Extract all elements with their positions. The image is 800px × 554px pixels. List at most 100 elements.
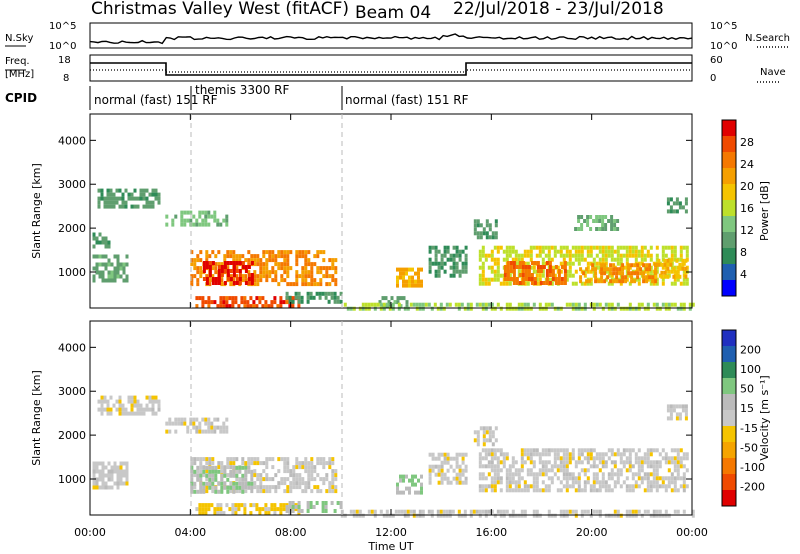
data-cell <box>606 275 610 280</box>
data-cell <box>205 274 209 279</box>
data-cell <box>292 485 296 490</box>
data-cell <box>634 484 638 489</box>
data-cell <box>609 279 613 284</box>
data-cell <box>265 485 269 490</box>
data-cell <box>198 511 202 516</box>
data-cell <box>234 511 238 516</box>
data-cell <box>655 448 659 453</box>
data-cell <box>378 300 382 305</box>
data-cell <box>328 489 332 494</box>
data-cell <box>538 488 542 493</box>
data-cell <box>280 278 284 283</box>
data-cell <box>324 505 328 509</box>
data-cell <box>442 509 446 514</box>
data-cell <box>556 452 560 457</box>
data-cell <box>325 489 329 494</box>
data-cell <box>411 478 414 483</box>
data-cell <box>619 468 623 473</box>
data-cell <box>205 473 209 478</box>
data-cell <box>658 273 662 278</box>
data-cell <box>259 274 263 279</box>
data-cell <box>574 509 578 514</box>
data-cell <box>685 249 689 254</box>
data-cell <box>610 249 614 254</box>
data-cell <box>301 282 305 287</box>
data-cell <box>437 456 441 461</box>
data-cell <box>574 245 578 250</box>
data-cell <box>580 257 584 262</box>
data-cell <box>490 452 494 457</box>
data-cell <box>223 254 227 259</box>
colorbar-tick-label: -15 <box>740 422 758 435</box>
data-cell <box>577 257 581 262</box>
data-cell <box>613 513 617 518</box>
data-cell <box>654 279 658 284</box>
data-cell <box>157 403 161 408</box>
data-cell <box>235 485 239 490</box>
data-cell <box>165 429 169 434</box>
data-cell <box>458 476 462 481</box>
data-cell <box>306 505 310 509</box>
data-cell <box>588 279 592 284</box>
data-cell <box>309 291 313 296</box>
data-cell <box>358 513 362 518</box>
data-cell <box>619 306 623 311</box>
data-cell <box>684 412 688 417</box>
data-cell <box>421 302 425 307</box>
data-cell <box>673 484 677 489</box>
y-tick-label: 2000 <box>58 222 86 235</box>
data-cell <box>424 302 428 307</box>
data-cell <box>655 302 659 307</box>
data-cell <box>199 270 203 275</box>
data-cell <box>207 417 211 422</box>
data-cell <box>313 282 317 287</box>
data-cell <box>288 299 292 304</box>
data-cell <box>243 300 247 305</box>
data-cell <box>196 477 200 482</box>
data-cell <box>506 265 510 269</box>
data-cell <box>523 513 527 518</box>
data-cell <box>431 261 435 266</box>
data-cell <box>310 461 314 466</box>
data-cell <box>339 501 343 505</box>
data-cell <box>618 271 622 276</box>
data-cell <box>634 513 638 518</box>
data-cell <box>688 306 692 311</box>
data-cell <box>628 281 632 286</box>
data-cell <box>523 484 527 489</box>
data-cell <box>304 469 308 474</box>
data-cell <box>112 403 116 408</box>
data-cell <box>262 485 266 490</box>
data-cell <box>514 484 518 489</box>
data-cell <box>109 196 113 201</box>
data-cell <box>246 304 250 309</box>
data-cell <box>283 262 287 267</box>
data-cell <box>607 253 611 258</box>
data-cell <box>604 464 608 469</box>
data-cell <box>463 509 467 514</box>
data-cell <box>286 274 290 279</box>
data-cell <box>634 277 638 282</box>
data-cell <box>331 477 335 482</box>
data-cell <box>545 261 549 265</box>
data-cell <box>283 465 287 470</box>
data-cell <box>304 481 308 486</box>
data-cell <box>661 484 665 489</box>
data-cell <box>634 452 638 457</box>
data-cell <box>196 278 200 283</box>
data-cell <box>523 253 527 258</box>
data-cell <box>271 477 275 482</box>
data-cell <box>301 489 305 494</box>
data-cell <box>610 448 614 453</box>
data-cell <box>198 503 202 508</box>
data-cell <box>616 468 620 473</box>
data-cell <box>550 281 554 286</box>
data-cell <box>198 429 202 434</box>
data-cell <box>396 486 399 491</box>
data-cell <box>556 464 560 469</box>
data-cell <box>622 265 626 270</box>
data-cell <box>420 283 423 288</box>
data-cell <box>478 509 482 514</box>
data-cell <box>491 235 495 240</box>
data-cell <box>304 465 308 470</box>
